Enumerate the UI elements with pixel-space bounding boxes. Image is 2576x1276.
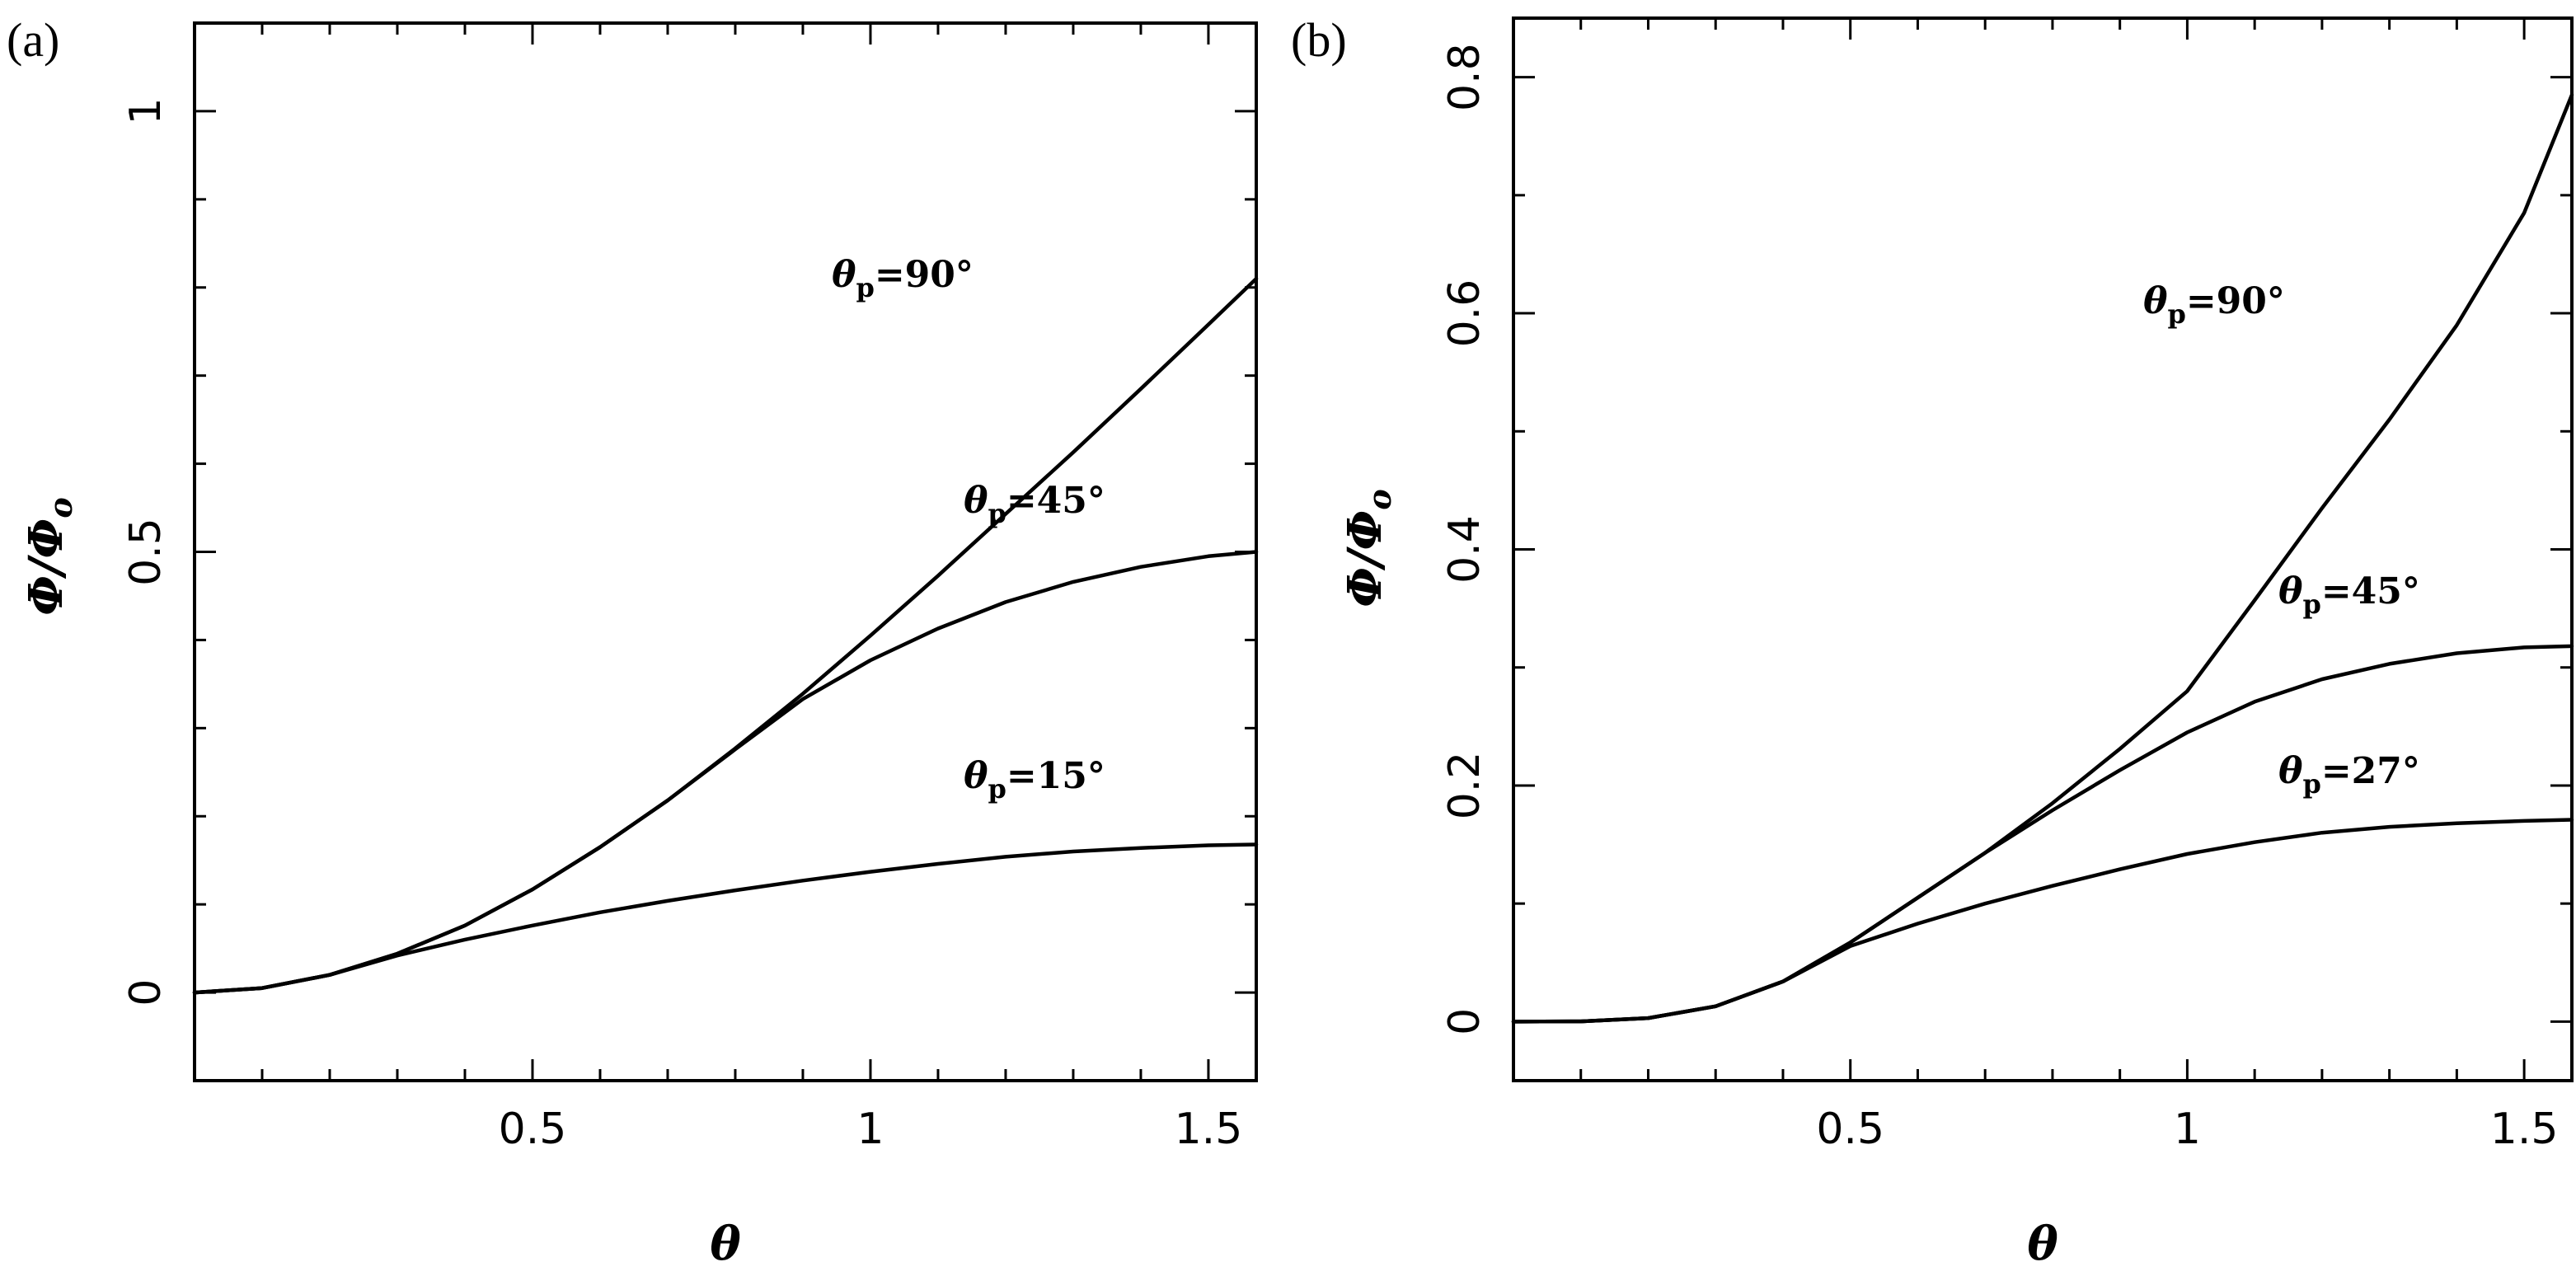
- series-line-2: [192, 842, 1259, 995]
- series-label-value: =90°: [2186, 280, 2285, 322]
- y-tick-label: 1: [121, 97, 171, 124]
- series-label-sub: p: [988, 498, 1006, 529]
- y-tick-label: 0.5: [121, 518, 171, 586]
- panel-b-y-axis-label-sub: o: [1361, 489, 1398, 509]
- series-label-sub: p: [2302, 589, 2320, 620]
- series-label-1: θp=45°: [964, 480, 1105, 529]
- panel-b-ticks: [1513, 18, 2572, 1081]
- series-label-symbol: θ: [832, 254, 856, 296]
- series-label-value: =45°: [2321, 570, 2420, 612]
- y-tick-label: 0: [1440, 1008, 1490, 1035]
- series-label-sub: p: [2302, 768, 2320, 800]
- panel-a-y-axis-label: Φ/Φo: [19, 497, 79, 615]
- y-tick-label: 0.8: [1440, 43, 1490, 111]
- panel-b-y-axis-label-main: Φ/Φ: [1338, 510, 1392, 608]
- series-label-0: θp=90°: [832, 254, 974, 303]
- panel-a-ticks: [195, 23, 1256, 1081]
- series-label-1: θp=45°: [2278, 570, 2420, 620]
- series-label-symbol: θ: [964, 755, 988, 797]
- panel-b-curves: [1511, 92, 2574, 1024]
- panel-a: (a) θp=90°θp=45°θp=15° 0.5 1 1.500.51 θ Φ/…: [7, 13, 1259, 1271]
- series-label-value: =15°: [1006, 755, 1105, 797]
- series-line-0: [192, 276, 1259, 995]
- series-label-symbol: θ: [2278, 570, 2303, 612]
- panel-a-x-axis-label: θ: [710, 1217, 741, 1271]
- panel-b-tick-labels: 0.5 1 1.5 0 0.2 0.4 0.6 0.8: [1440, 43, 2558, 1154]
- series-label-value: =45°: [1006, 480, 1105, 522]
- series-label-0: θp=90°: [2143, 280, 2285, 330]
- x-tick-label: 1: [856, 1105, 884, 1154]
- series-label-symbol: θ: [2278, 750, 2303, 792]
- x-tick-label: 0.5: [499, 1105, 567, 1154]
- series-line-1: [1511, 644, 2574, 1024]
- series-label-sub: p: [856, 272, 874, 303]
- y-tick-label: 0.4: [1440, 515, 1490, 584]
- panel-b-y-axis-label: Φ/Φo: [1338, 489, 1398, 607]
- panel-a-tick-labels: 0.5 1 1.5 0 0.5 1: [121, 97, 1242, 1154]
- series-label-value: =27°: [2321, 750, 2420, 792]
- series-line-2: [1511, 818, 2574, 1024]
- panel-b-label: (b): [1291, 13, 1347, 67]
- x-tick-label: 1: [2174, 1105, 2201, 1154]
- series-label-2: θp=15°: [964, 755, 1105, 805]
- series-label-symbol: θ: [964, 480, 988, 522]
- panel-a-curve-labels: θp=90°θp=45°θp=15°: [832, 254, 1105, 805]
- x-tick-label: 0.5: [1816, 1105, 1884, 1154]
- panel-b-frame: [1512, 16, 2574, 1082]
- series-label-value: =90°: [875, 254, 974, 296]
- series-label-sub: p: [988, 773, 1006, 805]
- panel-b: (b) θp=90°θp=45°θp=27° 0.5 1 1.500.20.40.6…: [1291, 13, 2574, 1271]
- series-line-0: [1511, 92, 2574, 1024]
- x-tick-label: 1.5: [2490, 1105, 2559, 1154]
- x-tick-label: 1.5: [1175, 1105, 1243, 1154]
- y-tick-label: 0.2: [1440, 752, 1490, 820]
- panel-b-curve-labels: θp=90°θp=45°θp=27°: [2143, 280, 2420, 800]
- panel-b-x-axis-label: θ: [2027, 1217, 2058, 1271]
- series-label-sub: p: [2167, 298, 2185, 330]
- y-tick-label: 0.6: [1440, 279, 1490, 348]
- y-tick-label: 0: [121, 979, 171, 1006]
- panel-a-label: (a): [7, 13, 59, 67]
- panel-a-y-axis-label-sub: o: [42, 497, 79, 518]
- panel-a-curves: [192, 276, 1259, 995]
- panel-a-frame: [193, 21, 1258, 1082]
- series-label-2: θp=27°: [2278, 750, 2420, 800]
- series-label-symbol: θ: [2143, 280, 2168, 322]
- panel-a-y-axis-label-main: Φ/Φ: [19, 518, 73, 616]
